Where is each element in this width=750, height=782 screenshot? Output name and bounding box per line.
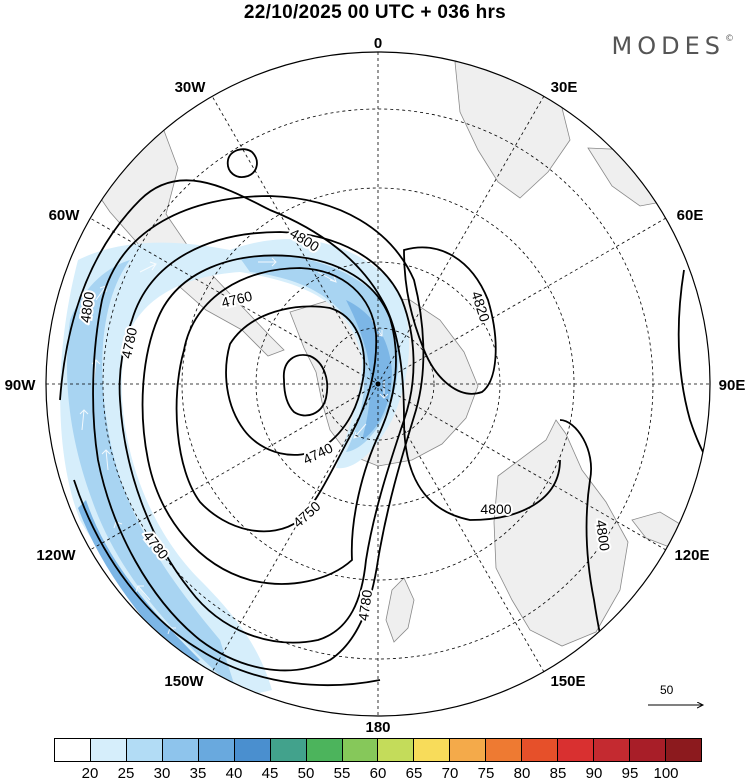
land-australia: [493, 419, 629, 647]
colorbar-label: 70: [441, 765, 459, 782]
contour-4740-inner: [283, 354, 329, 417]
contour-label-4740: 4740: [300, 439, 335, 467]
contour-label-4820: 4820: [468, 289, 493, 324]
colorbar-label: 25: [117, 765, 135, 782]
reference-vector-label: 50: [660, 683, 674, 697]
colorbar-swatch: [450, 739, 487, 761]
contour-small-high: [226, 148, 258, 178]
land-new-zealand: [385, 577, 415, 643]
lon-label-120w: 120W: [36, 547, 76, 564]
colorbar-swatch: [558, 739, 595, 761]
wind-vector: [135, 585, 151, 601]
colorbar-swatch: [378, 739, 415, 761]
colorbar-label: 55: [333, 765, 351, 782]
contour-label-4800: 4800: [480, 501, 511, 517]
colorbar-label: 65: [405, 765, 423, 782]
contour-4800-west: [59, 179, 561, 521]
colorbar-swatch: [630, 739, 666, 761]
map-content: [46, 52, 710, 716]
colorbar-swatch: [55, 739, 91, 761]
lon-label-30e: 30E: [551, 79, 578, 96]
contour-4750: [175, 267, 378, 533]
colorbar: [54, 738, 702, 762]
contour-east-edge: [677, 269, 710, 471]
colorbar-swatch: [234, 739, 271, 761]
longitude-label-group: 0 30E 60E 90E 120E 150E 180 150W 120W 90…: [5, 35, 746, 736]
lon-label-90w: 90W: [5, 377, 37, 394]
lon-label-120e: 120E: [674, 547, 709, 564]
wind-vector: [317, 271, 337, 283]
colorbar-label: 30: [153, 765, 171, 782]
contour-label-4800: 4800: [77, 291, 97, 324]
wind-vector: [79, 409, 89, 431]
lon-label-60w: 60W: [49, 207, 81, 224]
contour-4820: [403, 246, 497, 395]
colorbar-swatch: [90, 739, 127, 761]
lon-label-180: 180: [365, 719, 390, 736]
lon-label-150w: 150W: [164, 673, 204, 690]
lon-label-60e: 60E: [677, 207, 704, 224]
land-south-america: [83, 111, 285, 357]
colorbar-label: 100: [653, 765, 679, 782]
colorbar-label: 90: [585, 765, 603, 782]
colorbar-swatch: [162, 739, 199, 761]
colorbar-label: 45: [261, 765, 279, 782]
wind-vector: [139, 261, 157, 273]
brand-logo: MODES©: [612, 32, 734, 60]
colorbar-label: 60: [369, 765, 387, 782]
colorbar-label: 50: [297, 765, 315, 782]
contour-label-4780: 4780: [355, 589, 375, 622]
latitude-circle: [255, 261, 501, 507]
lon-label-0: 0: [374, 35, 382, 52]
colorbar-swatch: [486, 739, 523, 761]
colorbar-label: 35: [189, 765, 207, 782]
colorbar-swatch: [522, 739, 559, 761]
colorbar-swatch: [198, 739, 235, 761]
pole-marker: [375, 381, 381, 387]
contour-4780-outer: [92, 195, 425, 672]
contour-4780-inner: [118, 231, 415, 644]
lon-label-90e: 90E: [719, 377, 746, 394]
wind-shading: [60, 239, 410, 700]
colorbar-label: 85: [549, 765, 567, 782]
colorbar-swatch: [306, 739, 343, 761]
contour-4740: [225, 305, 366, 456]
lon-label-30w: 30W: [175, 79, 207, 96]
lon-label-150e: 150E: [550, 673, 585, 690]
colorbar-swatch: [414, 739, 451, 761]
map-boundary: [45, 51, 711, 717]
height-contours: [59, 148, 710, 716]
map-title: 22/10/2025 00 UTC + 036 hrs: [243, 2, 507, 23]
colorbar-label: 20: [81, 765, 99, 782]
colorbar-swatch: [665, 739, 701, 761]
colorbar-labels: 20 25 30 35 40 45 50 55 60 65 70 75 80 85 90 95 100: [54, 765, 702, 782]
contour-4760: [141, 254, 397, 585]
brand-name: MODES: [611, 32, 725, 60]
colorbar-label: 80: [513, 765, 531, 782]
contour-label-4750: 4750: [290, 498, 324, 531]
colorbar-label: 40: [225, 765, 243, 782]
colorbar-swatch: [594, 739, 630, 761]
colorbar-swatch: [126, 739, 163, 761]
land-arabia: [587, 147, 673, 207]
wind-vector: [101, 449, 111, 471]
colorbar-swatch: [270, 739, 307, 761]
colorbar-label: 95: [621, 765, 639, 782]
colorbar-label: 75: [477, 765, 495, 782]
contour-4800-south: [73, 479, 381, 686]
jet-band-mid: [66, 255, 399, 690]
colorbar-swatch: [342, 739, 379, 761]
wind-vector: [258, 257, 277, 267]
copyright-mark: ©: [725, 34, 734, 44]
